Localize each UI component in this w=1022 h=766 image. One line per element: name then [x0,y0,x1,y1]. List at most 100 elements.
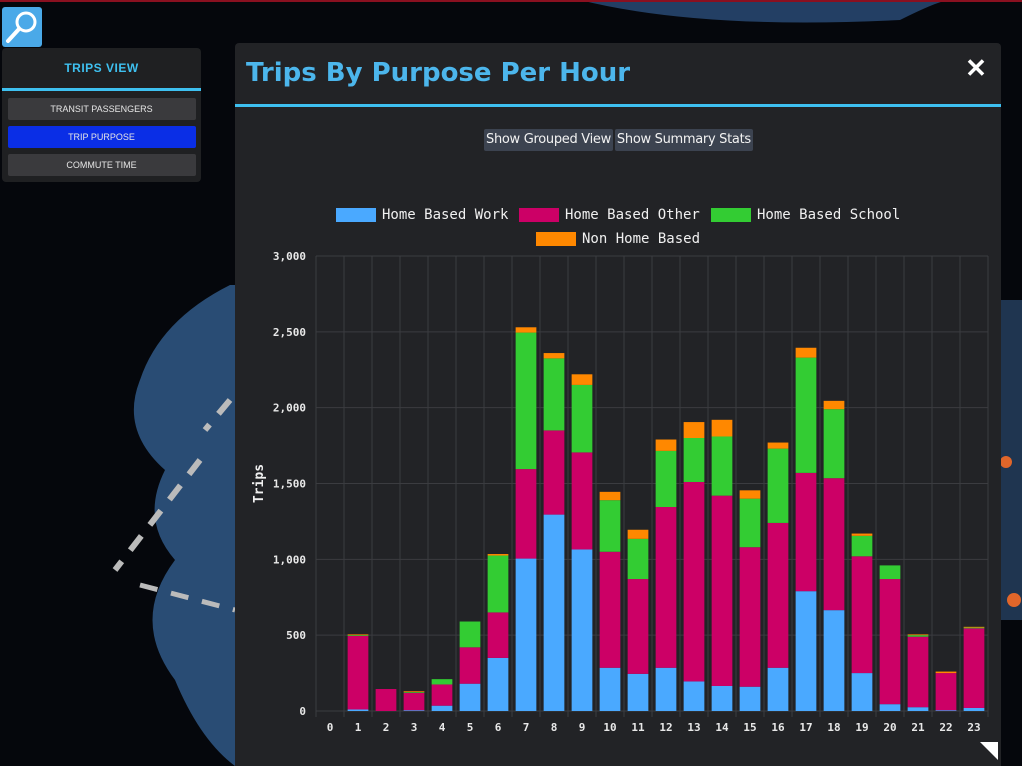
bar-home-based-school-20 [879,565,901,580]
bar-home-based-school-6 [487,555,509,613]
bar-home-based-other-7 [515,469,537,559]
bar-home-based-other-23 [963,628,985,708]
bar-home-based-other-14 [711,495,733,686]
legend-swatch-non-home-based [536,232,576,246]
x-tick-label: 23 [967,721,980,734]
bar-home-based-work-5 [459,683,481,711]
bar-home-based-work-13 [683,681,705,711]
bar-home-based-school-17 [795,357,817,473]
bar-home-based-school-5 [459,621,481,648]
search-icon [6,11,37,43]
x-tick-label: 5 [467,721,474,734]
x-tick-label: 7 [523,721,530,734]
trip-purpose-button[interactable]: TRIP PURPOSE [7,126,196,148]
x-tick-label: 16 [771,721,785,734]
x-tick-label: 17 [799,721,812,734]
bar-home-based-work-23 [963,707,985,711]
bar-non-home-based-14 [711,419,733,437]
x-tick-label: 4 [439,721,446,734]
x-tick-label: 13 [687,721,700,734]
bar-home-based-work-3 [403,710,425,711]
bar-home-based-work-4 [431,705,453,711]
bar-home-based-work-14 [711,685,733,711]
legend-swatch-home-based-school [711,208,751,222]
x-tick-label: 6 [495,721,502,734]
y-tick-label: 1,500 [273,478,306,491]
x-tick-label: 8 [551,721,558,734]
bar-home-based-work-15 [739,686,761,711]
view-buttons: Show Grouped View Show Summary Stats [484,129,755,151]
bar-home-based-work-7 [515,558,537,711]
x-tick-label: 14 [715,721,729,734]
bar-home-based-school-19 [851,535,873,557]
bar-home-based-school-21 [907,635,929,637]
x-tick-label: 18 [827,721,840,734]
bar-home-based-work-1 [347,709,369,711]
bar-non-home-based-9 [571,374,593,385]
x-tick-label: 12 [659,721,672,734]
bar-home-based-work-19 [851,673,873,711]
bar-non-home-based-19 [851,533,873,536]
bar-home-based-other-18 [823,478,845,611]
x-tick-label: 11 [631,721,645,734]
bar-home-based-other-22 [935,673,957,711]
bar-home-based-other-2 [375,689,397,711]
x-tick-label: 10 [603,721,616,734]
bar-home-based-work-6 [487,657,509,711]
legend-swatch-home-based-work [336,208,376,222]
commute-time-button[interactable]: COMMUTE TIME [7,154,196,176]
bar-non-home-based-18 [823,400,845,410]
legend-label-home-based-school: Home Based School [757,207,900,223]
bar-non-home-based-7 [515,327,537,333]
bar-home-based-other-4 [431,684,453,706]
x-tick-label: 3 [411,721,418,734]
bar-home-based-work-9 [571,549,593,711]
x-tick-label: 19 [855,721,868,734]
transit-passengers-button[interactable]: TRANSIT PASSENGERS [7,98,196,120]
bar-non-home-based-16 [767,442,789,449]
bar-home-based-school-8 [543,358,565,431]
trips-view-panel: TRIPS VIEW TRANSIT PASSENGERS TRIP PURPO… [2,48,201,182]
bar-home-based-work-10 [599,667,621,711]
top-accent-line [0,0,1022,2]
bar-home-based-other-1 [347,635,369,710]
bar-home-based-school-13 [683,438,705,482]
trips-by-purpose-modal: Trips By Purpose Per Hour ✕ Show Grouped… [235,43,1001,766]
bar-home-based-school-4 [431,679,453,685]
bar-home-based-other-21 [907,636,929,708]
bar-non-home-based-21 [907,634,929,636]
y-tick-label: 1,000 [273,553,306,566]
legend-swatch-home-based-other [519,208,559,222]
bar-home-based-school-14 [711,436,733,496]
bar-home-based-other-15 [739,547,761,687]
bar-home-based-school-11 [627,538,649,580]
show-grouped-view-button[interactable]: Show Grouped View [484,129,613,151]
legend-label-home-based-other: Home Based Other [565,207,700,223]
x-tick-label: 0 [327,721,334,734]
bar-home-based-other-12 [655,507,677,668]
bar-home-based-other-11 [627,579,649,674]
bar-non-home-based-11 [627,529,649,539]
bar-non-home-based-1 [347,634,369,636]
bar-non-home-based-12 [655,439,677,451]
y-tick-label: 2,000 [273,402,306,415]
bar-home-based-other-8 [543,430,565,515]
bar-home-based-work-17 [795,591,817,711]
search-button[interactable] [2,7,42,47]
resize-handle[interactable] [980,742,998,760]
bar-non-home-based-22 [935,671,957,674]
bar-home-based-school-12 [655,450,677,508]
close-icon[interactable]: ✕ [965,53,987,83]
bar-home-based-school-23 [963,627,985,629]
modal-title: Trips By Purpose Per Hour [246,58,631,88]
bar-home-based-work-18 [823,610,845,711]
bar-home-based-other-17 [795,472,817,592]
show-summary-stats-button[interactable]: Show Summary Stats [614,129,753,151]
y-tick-label: 2,500 [273,326,306,339]
bar-home-based-other-9 [571,452,593,550]
x-tick-label: 21 [911,721,925,734]
bar-home-based-school-16 [767,448,789,523]
x-tick-label: 22 [939,721,952,734]
bar-home-based-school-3 [403,692,425,693]
